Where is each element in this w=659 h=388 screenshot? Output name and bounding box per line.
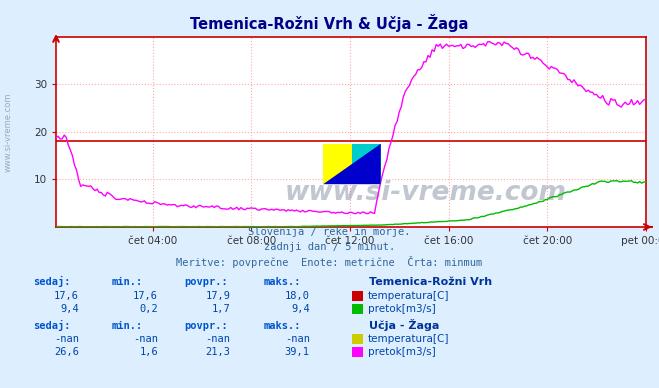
Text: Meritve: povprečne  Enote: metrične  Črta: minmum: Meritve: povprečne Enote: metrične Črta:… <box>177 256 482 268</box>
Text: temperatura[C]: temperatura[C] <box>368 334 449 344</box>
Text: -nan: -nan <box>206 334 231 344</box>
Text: min.:: min.: <box>112 277 143 287</box>
Text: Učja - Žaga: Učja - Žaga <box>369 319 440 331</box>
Text: 9,4: 9,4 <box>61 303 79 314</box>
Text: Temenica-Rožni Vrh & Učja - Žaga: Temenica-Rožni Vrh & Učja - Žaga <box>190 14 469 31</box>
Text: -nan: -nan <box>54 334 79 344</box>
Text: 21,3: 21,3 <box>206 347 231 357</box>
Text: sedaj:: sedaj: <box>33 276 71 287</box>
Text: zadnji dan / 5 minut.: zadnji dan / 5 minut. <box>264 242 395 252</box>
Text: 26,6: 26,6 <box>54 347 79 357</box>
Text: 17,6: 17,6 <box>54 291 79 301</box>
Text: temperatura[C]: temperatura[C] <box>368 291 449 301</box>
Text: maks.:: maks.: <box>264 277 301 287</box>
Text: Temenica-Rožni Vrh: Temenica-Rožni Vrh <box>369 277 492 287</box>
Polygon shape <box>323 144 381 184</box>
Text: povpr.:: povpr.: <box>185 277 228 287</box>
Text: maks.:: maks.: <box>264 320 301 331</box>
Text: 9,4: 9,4 <box>291 303 310 314</box>
Text: 18,0: 18,0 <box>285 291 310 301</box>
Text: 0,2: 0,2 <box>140 303 158 314</box>
Text: pretok[m3/s]: pretok[m3/s] <box>368 303 436 314</box>
Text: min.:: min.: <box>112 320 143 331</box>
Polygon shape <box>323 144 352 184</box>
Text: www.si-vreme.com: www.si-vreme.com <box>285 180 567 206</box>
Text: 17,6: 17,6 <box>133 291 158 301</box>
Text: 17,9: 17,9 <box>206 291 231 301</box>
Text: -nan: -nan <box>285 334 310 344</box>
Text: www.si-vreme.com: www.si-vreme.com <box>3 92 13 171</box>
Text: pretok[m3/s]: pretok[m3/s] <box>368 347 436 357</box>
Text: 1,7: 1,7 <box>212 303 231 314</box>
Text: povpr.:: povpr.: <box>185 320 228 331</box>
Text: 39,1: 39,1 <box>285 347 310 357</box>
Text: 1,6: 1,6 <box>140 347 158 357</box>
Text: Slovenija / reke in morje.: Slovenija / reke in morje. <box>248 227 411 237</box>
Text: sedaj:: sedaj: <box>33 320 71 331</box>
Text: -nan: -nan <box>133 334 158 344</box>
Polygon shape <box>352 144 381 184</box>
